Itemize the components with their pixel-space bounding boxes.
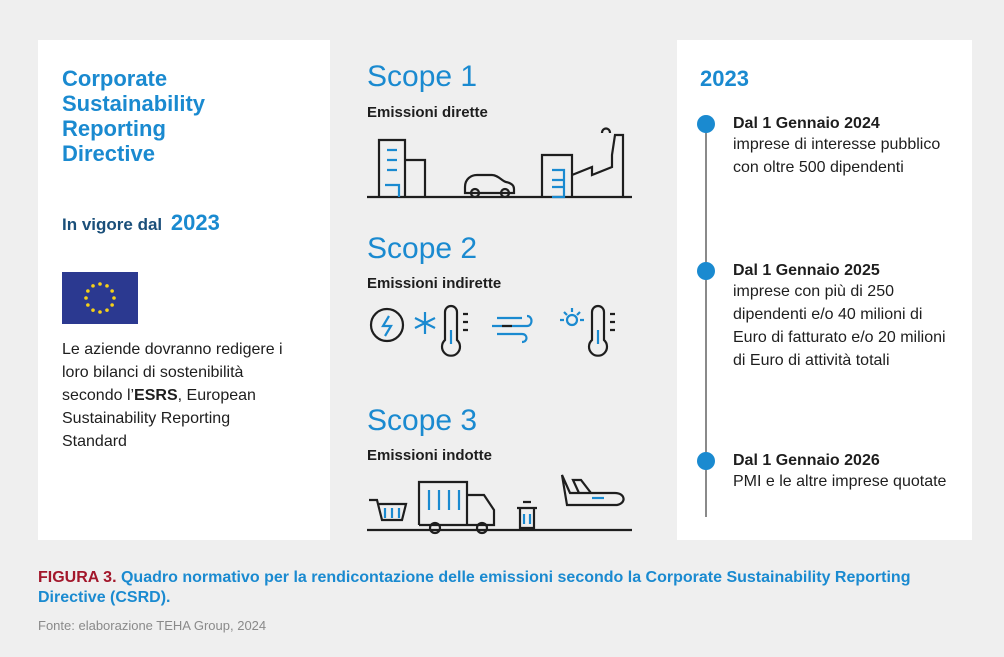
star bbox=[86, 303, 90, 307]
scope-subtitle: Emissioni indirette bbox=[367, 275, 501, 292]
in-force-year: 2023 bbox=[171, 210, 220, 235]
scope1-icons bbox=[367, 125, 637, 200]
item-text: imprese con più di 250 dipendenti e/o 40… bbox=[733, 280, 948, 372]
star bbox=[110, 303, 114, 307]
scope-title: Scope 3 bbox=[367, 404, 477, 438]
item-date: Dal 1 Gennaio 2026 bbox=[733, 452, 948, 470]
scope3-icons bbox=[367, 470, 637, 540]
scope-title: Scope 1 bbox=[367, 60, 477, 94]
star bbox=[98, 282, 102, 286]
description: Le aziende dovranno redigere i loro bila… bbox=[62, 338, 287, 453]
star bbox=[98, 310, 102, 314]
scope-subtitle: Emissioni indotte bbox=[367, 447, 492, 464]
star bbox=[112, 296, 116, 300]
caption: FIGURA 3. Quadro normativo per la rendic… bbox=[38, 568, 938, 608]
caption-label: FIGURA 3. bbox=[38, 569, 117, 586]
directive-title: Corporate Sustainability Reporting Direc… bbox=[62, 66, 237, 166]
star bbox=[105, 284, 109, 288]
eu-flag bbox=[62, 272, 138, 324]
description-bold: ESRS bbox=[134, 387, 178, 404]
scope-subtitle: Emissioni dirette bbox=[367, 104, 488, 121]
timeline-dot bbox=[697, 262, 715, 280]
item-text: imprese di interesse pubblico con oltre … bbox=[733, 133, 948, 179]
item-date: Dal 1 Gennaio 2025 bbox=[733, 262, 948, 280]
star bbox=[105, 308, 109, 312]
star bbox=[110, 289, 114, 293]
star bbox=[91, 308, 95, 312]
timeline-year: 2023 bbox=[700, 66, 749, 92]
star bbox=[86, 289, 90, 293]
scope-title: Scope 2 bbox=[367, 232, 477, 266]
star bbox=[84, 296, 88, 300]
star bbox=[91, 284, 95, 288]
in-force-label: In vigore dal bbox=[62, 215, 162, 234]
caption-text: Quadro normativo per la rendicontazione … bbox=[38, 569, 910, 606]
item-date: Dal 1 Gennaio 2024 bbox=[733, 115, 948, 133]
item-text: PMI e le altre imprese quotate bbox=[733, 470, 948, 493]
in-force: In vigore dal 2023 bbox=[62, 210, 220, 236]
scope2-icons bbox=[367, 300, 637, 360]
timeline-dot bbox=[697, 115, 715, 133]
timeline-dot bbox=[697, 452, 715, 470]
caption-source: Fonte: elaborazione TEHA Group, 2024 bbox=[38, 618, 266, 633]
page: Corporate Sustainability Reporting Direc… bbox=[0, 0, 1004, 657]
